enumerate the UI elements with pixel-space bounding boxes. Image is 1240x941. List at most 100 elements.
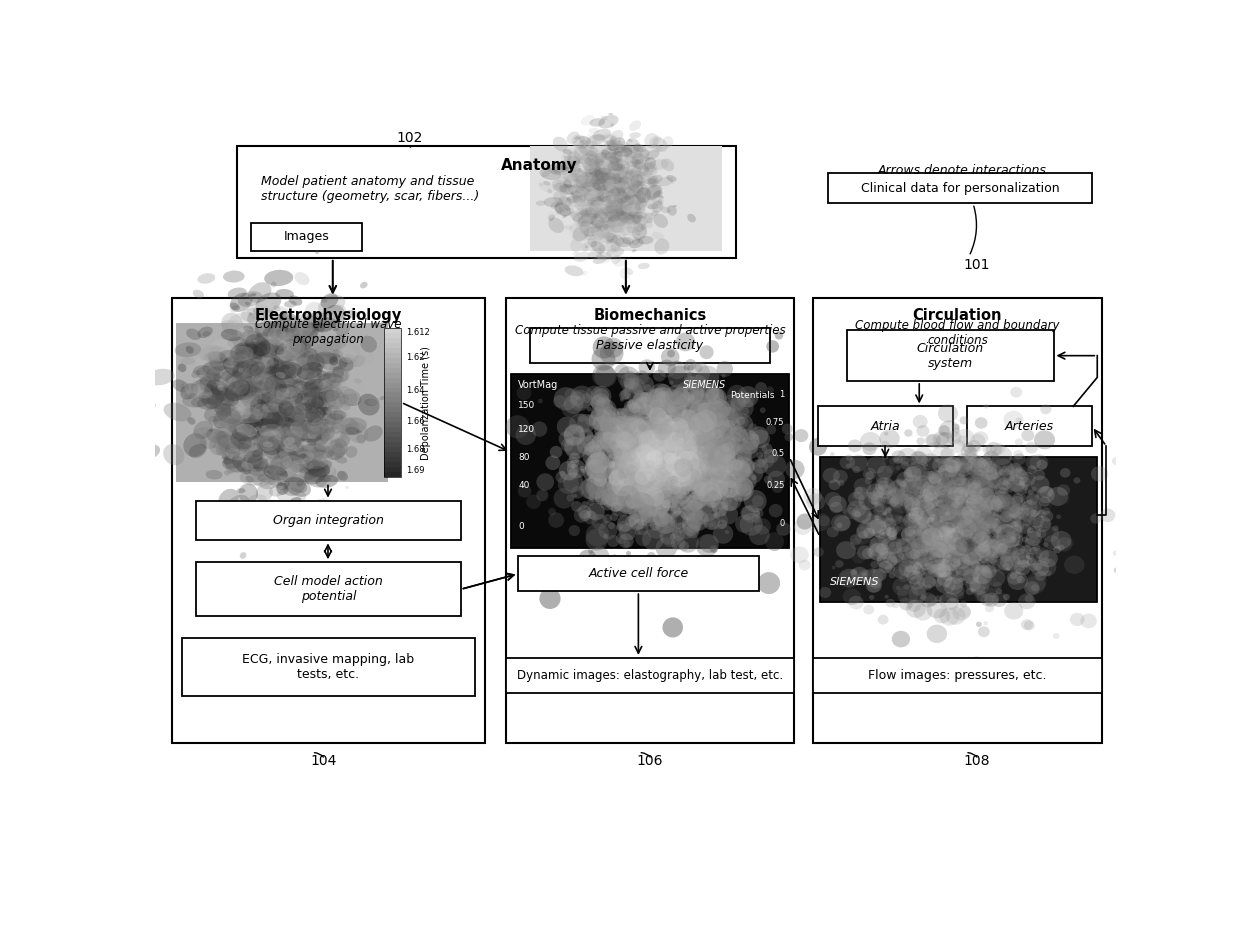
Ellipse shape bbox=[666, 459, 684, 478]
Ellipse shape bbox=[593, 336, 615, 359]
Ellipse shape bbox=[662, 477, 668, 485]
Ellipse shape bbox=[651, 399, 663, 411]
Ellipse shape bbox=[239, 470, 265, 486]
Ellipse shape bbox=[926, 506, 937, 517]
Ellipse shape bbox=[610, 411, 626, 427]
Ellipse shape bbox=[929, 520, 944, 534]
Ellipse shape bbox=[796, 514, 813, 530]
Ellipse shape bbox=[1029, 563, 1038, 571]
Ellipse shape bbox=[308, 432, 320, 439]
Ellipse shape bbox=[665, 461, 682, 478]
Ellipse shape bbox=[269, 373, 274, 378]
Ellipse shape bbox=[1002, 563, 1009, 570]
Ellipse shape bbox=[263, 342, 291, 358]
Ellipse shape bbox=[314, 393, 337, 407]
Ellipse shape bbox=[217, 412, 233, 426]
Ellipse shape bbox=[624, 154, 629, 158]
Ellipse shape bbox=[662, 441, 680, 459]
Ellipse shape bbox=[632, 400, 647, 415]
Ellipse shape bbox=[317, 436, 331, 446]
Ellipse shape bbox=[237, 349, 263, 366]
Ellipse shape bbox=[708, 475, 714, 481]
Ellipse shape bbox=[317, 342, 340, 354]
Ellipse shape bbox=[644, 446, 655, 457]
Ellipse shape bbox=[626, 214, 635, 219]
Ellipse shape bbox=[309, 427, 330, 442]
Ellipse shape bbox=[656, 481, 660, 486]
Ellipse shape bbox=[569, 212, 579, 218]
Ellipse shape bbox=[722, 472, 737, 487]
Ellipse shape bbox=[637, 193, 651, 207]
Ellipse shape bbox=[940, 544, 951, 553]
Ellipse shape bbox=[688, 490, 707, 509]
Ellipse shape bbox=[279, 385, 286, 392]
Ellipse shape bbox=[595, 137, 608, 149]
Ellipse shape bbox=[275, 346, 284, 355]
Ellipse shape bbox=[1056, 537, 1073, 551]
Ellipse shape bbox=[237, 384, 254, 395]
Ellipse shape bbox=[639, 470, 661, 491]
Ellipse shape bbox=[619, 157, 631, 167]
Ellipse shape bbox=[564, 155, 572, 161]
Ellipse shape bbox=[543, 197, 563, 207]
Ellipse shape bbox=[895, 516, 903, 523]
Ellipse shape bbox=[564, 424, 585, 445]
Ellipse shape bbox=[239, 453, 248, 457]
Ellipse shape bbox=[960, 539, 976, 553]
Ellipse shape bbox=[732, 459, 743, 470]
Ellipse shape bbox=[238, 428, 252, 438]
Ellipse shape bbox=[582, 271, 588, 276]
Ellipse shape bbox=[604, 419, 625, 439]
Ellipse shape bbox=[704, 491, 720, 507]
Ellipse shape bbox=[947, 474, 959, 484]
Ellipse shape bbox=[603, 140, 608, 143]
Ellipse shape bbox=[556, 471, 567, 483]
FancyBboxPatch shape bbox=[383, 328, 401, 333]
Ellipse shape bbox=[593, 167, 603, 177]
Ellipse shape bbox=[680, 439, 689, 448]
Ellipse shape bbox=[263, 379, 272, 386]
Ellipse shape bbox=[587, 152, 599, 165]
Ellipse shape bbox=[298, 371, 325, 385]
Ellipse shape bbox=[615, 364, 629, 378]
Ellipse shape bbox=[614, 215, 632, 228]
Ellipse shape bbox=[852, 492, 862, 500]
Ellipse shape bbox=[929, 497, 939, 507]
Ellipse shape bbox=[264, 270, 294, 286]
Ellipse shape bbox=[317, 377, 345, 397]
Ellipse shape bbox=[956, 548, 971, 562]
Ellipse shape bbox=[994, 496, 1004, 504]
Ellipse shape bbox=[877, 513, 894, 528]
Ellipse shape bbox=[904, 505, 909, 510]
Ellipse shape bbox=[667, 435, 681, 449]
Ellipse shape bbox=[937, 502, 947, 512]
Ellipse shape bbox=[573, 157, 591, 167]
Ellipse shape bbox=[980, 556, 987, 563]
Ellipse shape bbox=[701, 442, 715, 457]
Ellipse shape bbox=[579, 195, 587, 201]
Ellipse shape bbox=[686, 403, 689, 407]
Ellipse shape bbox=[999, 511, 1012, 522]
Ellipse shape bbox=[247, 352, 269, 374]
Ellipse shape bbox=[644, 449, 651, 455]
Ellipse shape bbox=[911, 452, 925, 464]
Ellipse shape bbox=[247, 457, 268, 470]
Ellipse shape bbox=[304, 405, 326, 425]
Ellipse shape bbox=[575, 188, 590, 197]
Ellipse shape bbox=[259, 453, 263, 457]
Ellipse shape bbox=[279, 313, 285, 317]
Ellipse shape bbox=[262, 329, 285, 352]
Ellipse shape bbox=[945, 493, 955, 502]
Ellipse shape bbox=[971, 468, 983, 480]
Ellipse shape bbox=[975, 417, 987, 429]
Ellipse shape bbox=[340, 432, 347, 439]
Ellipse shape bbox=[273, 513, 300, 531]
Ellipse shape bbox=[983, 404, 988, 408]
Ellipse shape bbox=[636, 420, 646, 429]
Ellipse shape bbox=[237, 488, 246, 493]
FancyBboxPatch shape bbox=[383, 388, 401, 392]
Ellipse shape bbox=[682, 454, 693, 465]
Ellipse shape bbox=[645, 460, 655, 469]
Ellipse shape bbox=[238, 349, 253, 358]
Ellipse shape bbox=[1035, 548, 1049, 560]
